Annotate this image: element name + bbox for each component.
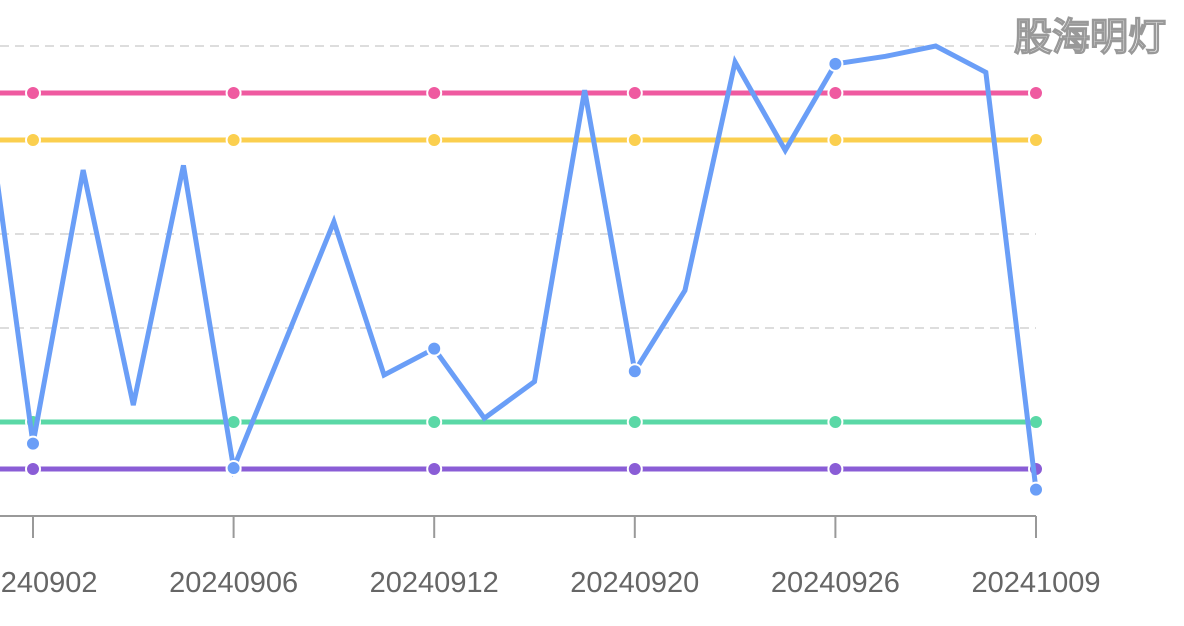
point bbox=[225, 85, 242, 101]
x-tick-label: 20240920 bbox=[570, 567, 699, 599]
x-tick-label: 20241009 bbox=[971, 567, 1100, 599]
point bbox=[827, 55, 844, 72]
point bbox=[827, 461, 844, 477]
point bbox=[426, 85, 443, 101]
point bbox=[626, 132, 643, 148]
point bbox=[426, 340, 443, 357]
series-line bbox=[0, 43, 1039, 490]
point bbox=[25, 461, 41, 477]
point bbox=[25, 85, 41, 101]
point bbox=[1028, 414, 1044, 430]
point bbox=[225, 460, 242, 477]
point bbox=[426, 461, 443, 477]
point bbox=[1028, 85, 1044, 101]
point bbox=[827, 414, 844, 430]
x-tick-label: 20240902 bbox=[0, 567, 98, 599]
point bbox=[626, 414, 643, 430]
point bbox=[626, 461, 643, 477]
point bbox=[25, 435, 41, 452]
point bbox=[25, 132, 41, 148]
point bbox=[1028, 132, 1044, 148]
x-tick-label: 20240926 bbox=[771, 567, 900, 599]
point bbox=[626, 363, 643, 380]
point bbox=[1028, 481, 1044, 498]
point bbox=[827, 132, 844, 148]
point bbox=[225, 132, 242, 148]
watermark: 股海明灯 bbox=[1014, 15, 1166, 59]
point bbox=[827, 85, 844, 101]
x-tick-label: 20240912 bbox=[370, 567, 499, 599]
point bbox=[426, 132, 443, 148]
x-tick-label: 20240906 bbox=[169, 567, 298, 599]
point bbox=[426, 414, 443, 430]
point bbox=[626, 85, 643, 101]
